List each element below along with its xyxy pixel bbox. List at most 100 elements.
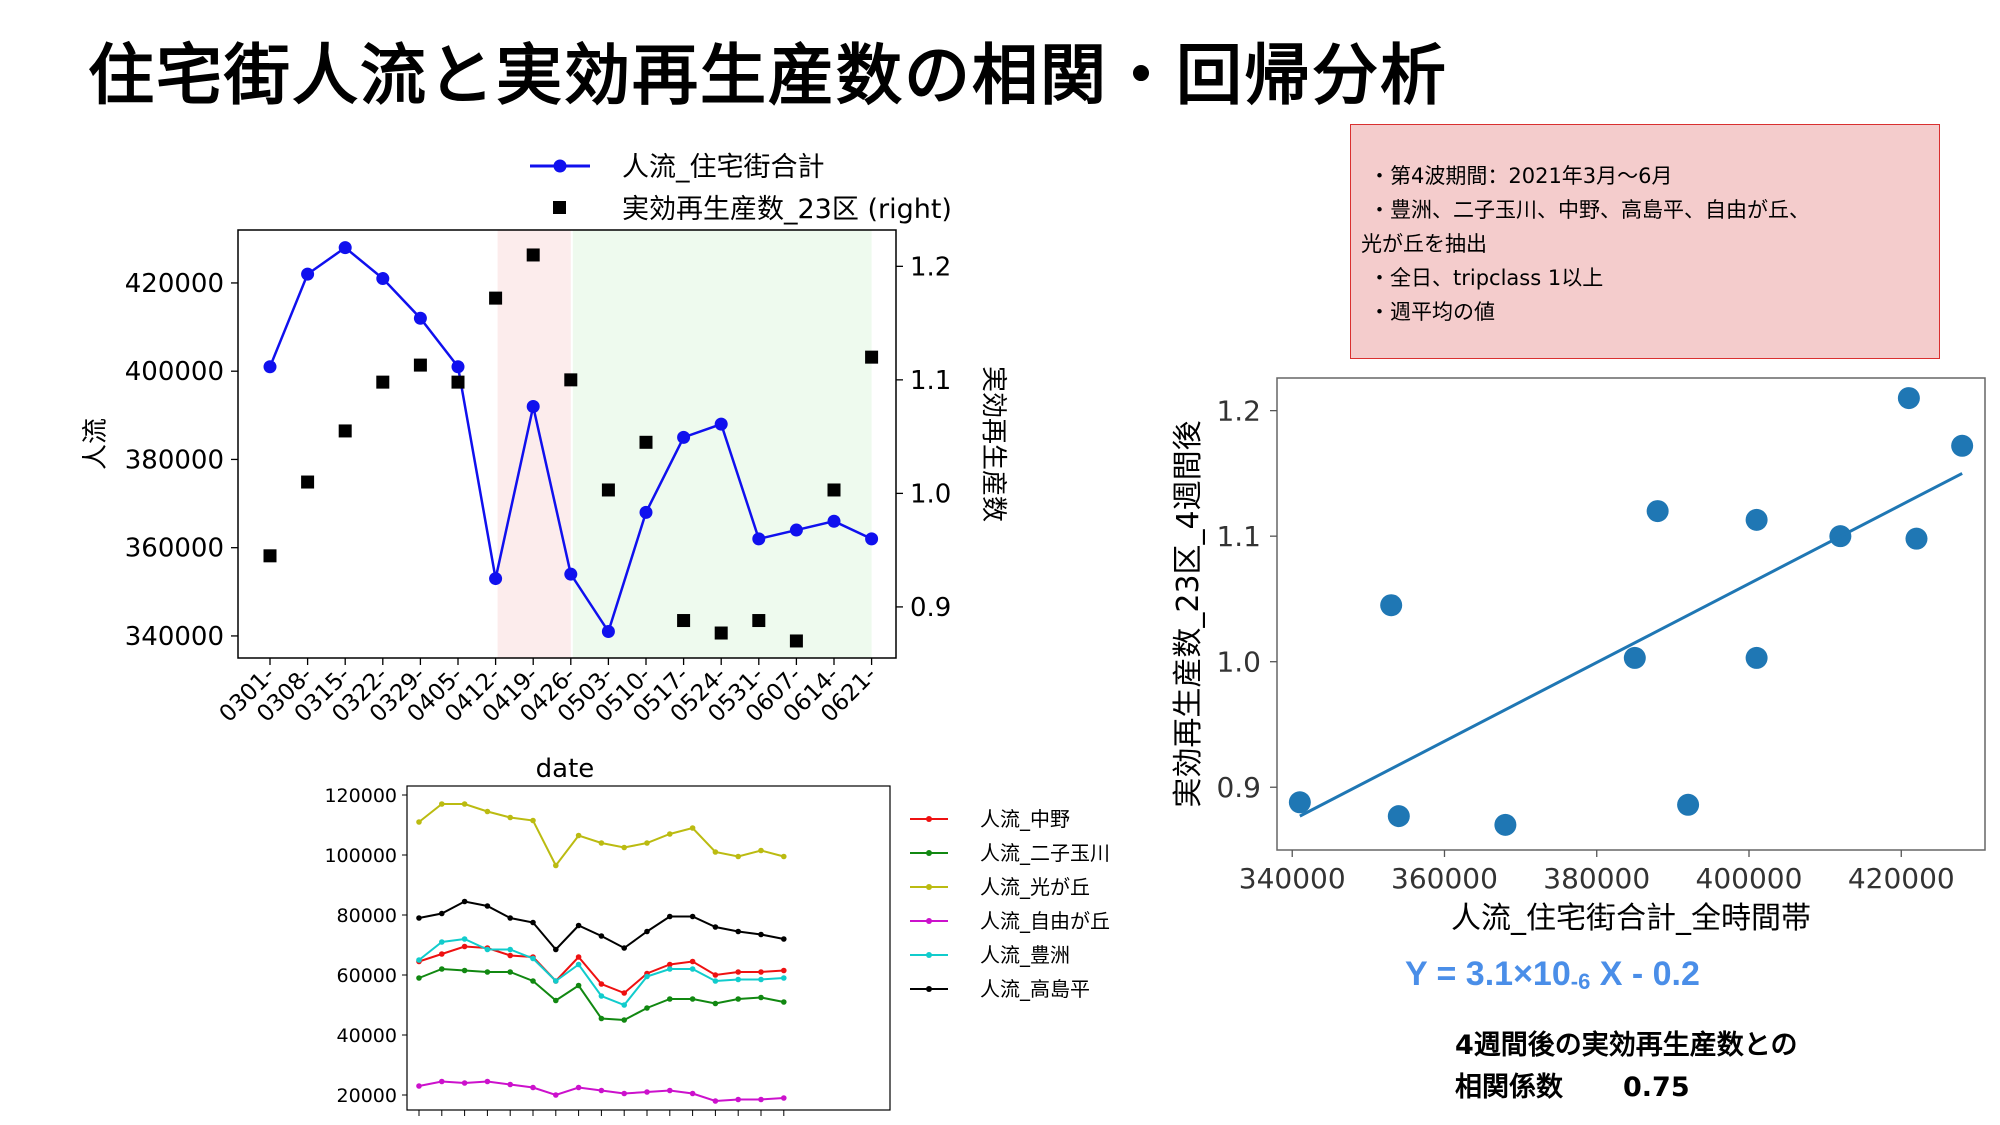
series-point xyxy=(598,840,605,846)
series-point xyxy=(575,832,582,839)
legend-label: 人流_中野 xyxy=(980,807,1070,831)
series-point xyxy=(461,967,468,974)
series-point xyxy=(530,817,536,824)
note-line: 光が丘を抽出 xyxy=(1361,232,1487,256)
series-point xyxy=(781,967,787,974)
series-point-people-flow xyxy=(639,505,653,519)
x-axis-label: date xyxy=(536,754,595,784)
series-point xyxy=(439,801,445,807)
correlation-summary: 4週間後の実効再生産数との 相関係数 0.75 xyxy=(1455,1025,1798,1109)
series-point-people-flow xyxy=(865,532,879,546)
scatter-point xyxy=(1677,793,1700,816)
series-point xyxy=(484,969,491,975)
series-point xyxy=(644,973,650,980)
series-point xyxy=(530,955,536,962)
series-point xyxy=(758,994,764,1001)
x-tick-label: 400000 xyxy=(1696,862,1803,895)
series-point xyxy=(689,966,696,972)
y-ticks: 0.9 1.0 1.1 1.2 xyxy=(1216,395,1277,804)
x-tick-label: 340000 xyxy=(1239,862,1346,895)
series-point xyxy=(667,961,673,968)
scatter-point xyxy=(1897,387,1920,410)
x-tick-label: 360000 xyxy=(1391,862,1498,895)
right-y-ticks: 0.9 1.0 1.1 1.2 xyxy=(896,252,951,623)
series-point-reproduction-number xyxy=(564,373,578,387)
series-point xyxy=(416,957,422,963)
legend-swatch-dot xyxy=(926,952,932,958)
equation-prefix: Y = 3.1×10 xyxy=(1405,955,1571,993)
y2-tick-label: 1.1 xyxy=(910,366,951,396)
series-point xyxy=(598,1087,605,1094)
series-point xyxy=(507,946,513,953)
series-point xyxy=(689,825,696,831)
series-point xyxy=(507,969,513,975)
legend-label: 人流_豊洲 xyxy=(980,943,1070,967)
series-point xyxy=(461,1080,468,1086)
series-point xyxy=(667,1087,673,1094)
series-point xyxy=(781,999,787,1005)
series-point-reproduction-number xyxy=(413,358,427,372)
series-point xyxy=(758,931,764,938)
y-tick-label: 380000 xyxy=(125,445,224,475)
series-point xyxy=(758,1096,764,1103)
series-point xyxy=(712,1098,719,1104)
chart-scatter-regression: 0.9 1.0 1.1 1.2 340000 360000 380000 400000 420… xyxy=(1171,377,1986,936)
y2-tick-label: 1.2 xyxy=(910,252,951,282)
legend-label: 人流_自由が丘 xyxy=(980,909,1110,933)
scatter-point xyxy=(1646,500,1669,523)
scatter-point xyxy=(1623,646,1646,669)
legend-label: 人流_二子玉川 xyxy=(980,841,1110,865)
series-point xyxy=(621,990,627,996)
series-point xyxy=(621,945,627,951)
series-point xyxy=(667,831,673,837)
y2-tick-label: 1.0 xyxy=(910,479,951,509)
series-point-reproduction-number xyxy=(865,350,879,364)
note-line: ・豊洲、二子玉川、中野、高島平、自由が丘、 xyxy=(1369,198,1810,222)
series-point xyxy=(484,1078,491,1085)
series-point xyxy=(461,898,468,905)
scatter-point xyxy=(1380,594,1403,617)
series-point xyxy=(735,969,741,975)
series-point-reproduction-number xyxy=(601,483,615,497)
x-tick-label: 420000 xyxy=(1848,862,1955,895)
series-point xyxy=(621,1017,627,1023)
series-point xyxy=(416,1083,422,1089)
plot-frame xyxy=(237,229,897,659)
series-point xyxy=(598,981,605,987)
series-point-people-flow xyxy=(677,430,691,444)
series-point xyxy=(735,928,741,935)
series-point xyxy=(689,996,696,1002)
series-point-people-flow xyxy=(263,360,277,374)
legend-label-series-1: 人流_住宅街合計 xyxy=(622,152,825,183)
y-tick-label: 80000 xyxy=(337,905,397,927)
scatter-point xyxy=(1745,646,1768,669)
series-point xyxy=(439,1078,445,1085)
y-tick-label: 340000 xyxy=(125,622,224,652)
y-tick-label: 1.0 xyxy=(1216,646,1261,679)
points-group xyxy=(1288,387,1974,836)
correlation-line1: 4週間後の実効再生産数との xyxy=(1455,1030,1798,1061)
series-point xyxy=(758,847,764,854)
series-point xyxy=(439,939,445,945)
y-tick-label: 40000 xyxy=(337,1025,397,1047)
series-point xyxy=(644,928,650,935)
notes-box: ・第4波期間：2021年3月〜6月 ・豊洲、二子玉川、中野、高島平、自由が丘、 … xyxy=(1350,124,1940,359)
correlation-label: 相関係数 xyxy=(1455,1072,1563,1103)
series-point xyxy=(689,958,696,965)
y-tick-label: 120000 xyxy=(324,785,397,807)
y-tick-label: 0.9 xyxy=(1216,771,1261,804)
series-point-people-flow xyxy=(564,567,578,581)
series-point xyxy=(484,946,491,953)
note-line: ・第4波期間：2021年3月〜6月 xyxy=(1369,164,1673,188)
series-point xyxy=(735,853,741,860)
y-tick-label: 1.1 xyxy=(1216,520,1261,553)
series-point xyxy=(712,1000,719,1007)
series-group xyxy=(263,241,879,648)
series-point-reproduction-number xyxy=(677,614,691,628)
series-point-people-flow xyxy=(376,272,390,286)
legend: 人流_住宅街合計 実効再生産数_23区 (right) xyxy=(530,152,952,225)
series-point xyxy=(416,975,422,981)
scatter-point xyxy=(1288,791,1311,814)
